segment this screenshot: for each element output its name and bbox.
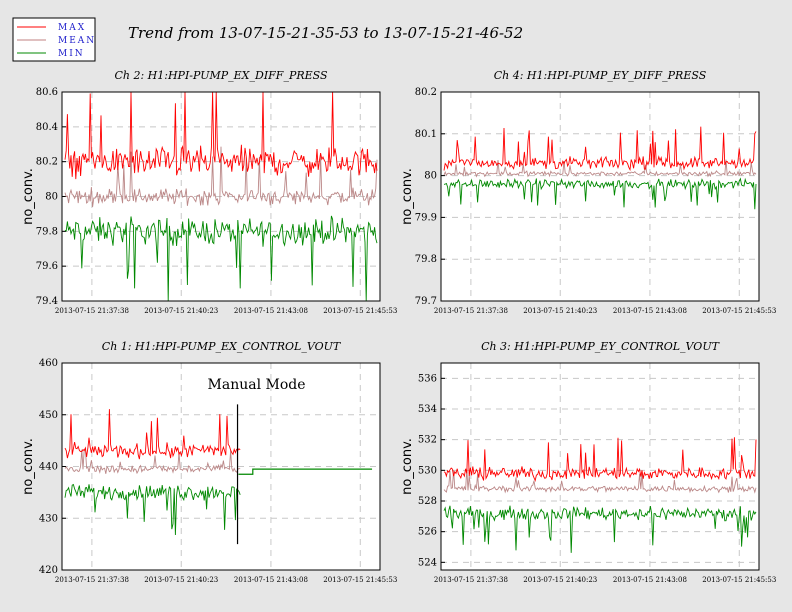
y-axis-label: no_conv. xyxy=(400,438,415,495)
legend-label-mean: MEAN xyxy=(58,36,96,46)
x-tick-label: 2013-07-15 21:43:08 xyxy=(613,307,687,315)
chart-panel-3: Ch 1: H1:HPI-PUMP_EX_CONTROL_VOUT no_conv… xyxy=(21,340,397,584)
y-tick-label: 80 xyxy=(45,192,58,203)
x-tick-label: 2013-07-15 21:43:08 xyxy=(234,307,308,315)
y-tick-label: 80.1 xyxy=(415,129,437,140)
x-tick-label: 2013-07-15 21:37:38 xyxy=(434,576,508,584)
y-tick-label: 450 xyxy=(39,410,58,421)
series-max xyxy=(443,437,757,482)
x-tick-label: 2013-07-15 21:45:53 xyxy=(702,307,776,315)
series-min xyxy=(443,177,757,210)
y-tick-label: 420 xyxy=(39,565,58,576)
manual-mode-annotation: Manual Mode xyxy=(208,377,306,393)
y-tick-label: 80.2 xyxy=(415,87,437,98)
y-axis-label: no_conv. xyxy=(400,168,415,225)
x-tick-label: 2013-07-15 21:37:38 xyxy=(55,307,129,315)
series-max xyxy=(443,126,757,172)
y-tick-label: 532 xyxy=(418,435,437,446)
x-tick-label: 2013-07-15 21:40:23 xyxy=(523,307,597,315)
x-tick-label: 2013-07-15 21:40:23 xyxy=(523,576,597,584)
series-mean xyxy=(64,146,378,208)
panel-title: Ch 1: H1:HPI-PUMP_EX_CONTROL_VOUT xyxy=(102,340,342,353)
x-tick-label: 2013-07-15 21:40:23 xyxy=(144,576,218,584)
plot-area xyxy=(441,363,759,570)
chart-panel-2: Ch 4: H1:HPI-PUMP_EY_DIFF_PRESSno_conv.7… xyxy=(400,69,776,315)
y-tick-label: 79.6 xyxy=(36,261,58,272)
legend: MAX MEAN MIN xyxy=(12,17,96,62)
y-axis-label: no_conv. xyxy=(21,438,36,495)
series-min xyxy=(64,215,378,302)
y-tick-label: 79.8 xyxy=(36,226,58,237)
y-tick-label: 80.4 xyxy=(36,122,58,133)
series-mean xyxy=(64,447,241,475)
panel-title: Ch 3: H1:HPI-PUMP_EY_CONTROL_VOUT xyxy=(481,340,721,353)
figure-title: Trend from 13-07-15-21-35-53 to 13-07-15… xyxy=(128,24,523,42)
panel-title: Ch 4: H1:HPI-PUMP_EY_DIFF_PRESS xyxy=(494,69,707,82)
y-tick-label: 524 xyxy=(418,557,437,568)
x-tick-label: 2013-07-15 21:43:08 xyxy=(613,576,687,584)
legend-label-min: MIN xyxy=(58,49,85,59)
series-max xyxy=(64,91,378,180)
series-min xyxy=(64,483,241,536)
x-tick-label: 2013-07-15 21:43:08 xyxy=(234,576,308,584)
plot-area xyxy=(441,92,759,301)
series-mean xyxy=(443,468,757,494)
plot-frame xyxy=(61,91,381,302)
x-tick-label: 2013-07-15 21:37:38 xyxy=(434,307,508,315)
panel-title: Ch 2: H1:HPI-PUMP_EX_DIFF_PRESS xyxy=(114,69,328,82)
y-tick-label: 79.4 xyxy=(36,296,58,307)
y-tick-label: 528 xyxy=(418,496,437,507)
y-tick-label: 536 xyxy=(418,373,437,384)
y-tick-label: 526 xyxy=(418,527,437,538)
y-tick-label: 430 xyxy=(39,513,58,524)
plot-frame xyxy=(440,362,760,571)
x-tick-label: 2013-07-15 21:45:53 xyxy=(702,576,776,584)
y-tick-label: 79.7 xyxy=(415,296,437,307)
plot-frame xyxy=(61,362,381,571)
y-tick-label: 80.2 xyxy=(36,157,58,168)
y-tick-label: 530 xyxy=(418,465,437,476)
x-tick-label: 2013-07-15 21:40:23 xyxy=(144,307,218,315)
y-tick-label: 534 xyxy=(418,404,437,415)
x-tick-label: 2013-07-15 21:45:53 xyxy=(323,307,397,315)
plot-frame xyxy=(440,91,760,302)
y-axis-label: no_conv. xyxy=(21,168,36,225)
series-min xyxy=(443,505,757,553)
legend-label-max: MAX xyxy=(58,23,86,33)
x-tick-label: 2013-07-15 21:45:53 xyxy=(323,576,397,584)
chart-panel-4: Ch 3: H1:HPI-PUMP_EY_CONTROL_VOUT no_conv… xyxy=(400,340,776,584)
series-max xyxy=(64,409,241,460)
manual-mode-trace xyxy=(238,468,373,475)
y-tick-label: 80.6 xyxy=(36,87,58,98)
x-tick-label: 2013-07-15 21:37:38 xyxy=(55,576,129,584)
y-tick-label: 79.9 xyxy=(415,212,437,223)
chart-panel-1: Ch 2: H1:HPI-PUMP_EX_DIFF_PRESSno_conv.7… xyxy=(21,69,397,315)
y-tick-label: 79.8 xyxy=(415,254,437,265)
series-mean xyxy=(443,159,757,178)
y-tick-label: 80 xyxy=(424,171,437,182)
y-tick-label: 460 xyxy=(39,358,58,369)
y-tick-label: 440 xyxy=(39,462,58,473)
